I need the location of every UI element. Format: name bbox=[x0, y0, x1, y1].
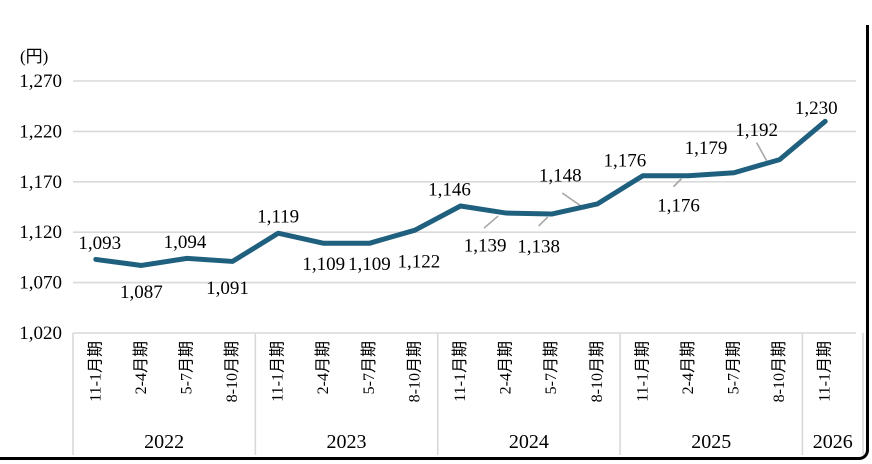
label-leader-line bbox=[755, 142, 768, 162]
data-point-label: 1,109 bbox=[348, 254, 391, 275]
data-point-label: 1,139 bbox=[464, 236, 507, 257]
x-axis-period-label: 11-1月期 bbox=[86, 341, 104, 402]
y-axis-tick-label: 1,020 bbox=[19, 323, 62, 344]
data-point-label: 1,091 bbox=[206, 278, 249, 299]
x-axis-period-label: 5-7月期 bbox=[360, 341, 378, 394]
x-axis-period-label: 5-7月期 bbox=[542, 341, 560, 394]
data-point-label: 1,122 bbox=[398, 252, 441, 273]
label-leader-line bbox=[483, 215, 499, 229]
x-axis-period-label: 11-1月期 bbox=[451, 341, 469, 402]
x-axis-period-label: 2-4月期 bbox=[314, 341, 332, 394]
x-axis-period-label: 8-10月期 bbox=[770, 341, 788, 402]
x-axis-period-label: 2-4月期 bbox=[132, 341, 150, 394]
x-axis-year-label: 2022 bbox=[144, 431, 184, 453]
x-axis-period-label: 5-7月期 bbox=[177, 341, 195, 394]
x-axis-period-label: 8-10月期 bbox=[405, 341, 423, 402]
data-point-label: 1,179 bbox=[685, 138, 728, 159]
data-point-label: 1,176 bbox=[657, 195, 700, 216]
data-point-label: 1,230 bbox=[795, 98, 838, 119]
y-axis-tick-label: 1,270 bbox=[19, 71, 62, 92]
data-point-label: 1,176 bbox=[603, 150, 646, 171]
data-point-label: 1,146 bbox=[428, 179, 471, 200]
data-series-line bbox=[93, 118, 828, 268]
label-leader-line bbox=[672, 178, 683, 188]
data-point-label: 1,138 bbox=[517, 237, 560, 258]
data-point-label: 1,109 bbox=[302, 254, 345, 275]
y-axis-unit-label: (円) bbox=[20, 47, 49, 66]
x-axis-year-label: 2025 bbox=[691, 431, 731, 453]
y-axis-tick-label: 1,170 bbox=[19, 172, 62, 193]
x-axis-period-label: 2-4月期 bbox=[497, 341, 515, 394]
x-axis-period-label: 2-4月期 bbox=[679, 341, 697, 394]
x-axis-period-label: 11-1月期 bbox=[633, 341, 651, 402]
x-axis-year-label: 2024 bbox=[509, 431, 549, 453]
y-axis-tick-label: 1,220 bbox=[19, 121, 62, 142]
x-axis-period-label: 8-10月期 bbox=[223, 341, 241, 402]
data-point-label: 1,148 bbox=[539, 165, 582, 186]
data-point-label: 1,087 bbox=[120, 282, 163, 303]
x-axis-year-label: 2026 bbox=[813, 431, 853, 453]
data-point-label: 1,119 bbox=[257, 207, 299, 228]
y-axis-tick-label: 1,120 bbox=[19, 222, 62, 243]
x-axis-year-label: 2023 bbox=[327, 431, 367, 453]
data-point-label: 1,192 bbox=[735, 120, 778, 141]
x-axis-period-label: 11-1月期 bbox=[269, 341, 287, 402]
x-axis-period-label: 8-10月期 bbox=[588, 341, 606, 402]
y-axis-tick-label: 1,070 bbox=[19, 273, 62, 294]
x-axis-period-label: 11-1月期 bbox=[816, 341, 834, 402]
data-point-label: 1,094 bbox=[164, 232, 207, 253]
label-leader-line bbox=[538, 216, 549, 227]
x-axis-period-label: 5-7月期 bbox=[725, 341, 743, 394]
data-point-label: 1,093 bbox=[78, 233, 121, 254]
